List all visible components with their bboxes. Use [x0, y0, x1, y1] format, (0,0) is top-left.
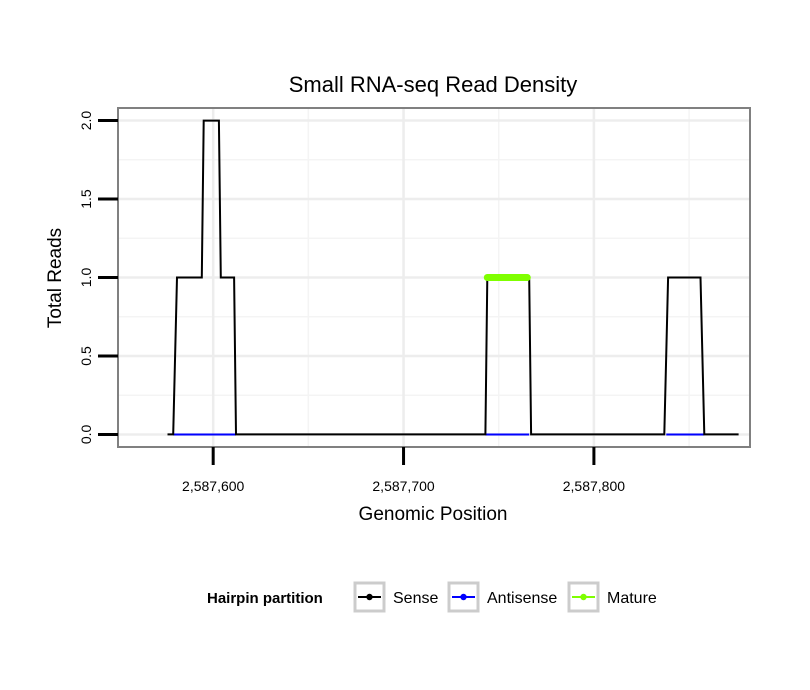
chart-title: Small RNA-seq Read Density: [289, 72, 578, 97]
x-tick-label: 2,587,600: [182, 478, 244, 494]
x-axis: 2,587,600 2,587,700 2,587,800: [182, 447, 625, 494]
legend-label: Mature: [607, 590, 657, 607]
y-tick-label: 1.5: [78, 189, 94, 209]
y-tick-label: 0.5: [78, 346, 94, 366]
y-tick-label: 0.0: [78, 425, 94, 445]
x-axis-title: Genomic Position: [359, 504, 508, 525]
legend-key-dot: [460, 593, 467, 601]
legend: Hairpin partition Sense Antisense Mature: [207, 581, 657, 613]
series-layer: [167, 119, 739, 436]
legend-label: Sense: [393, 590, 438, 607]
y-axis: 0.0 0.5 1.0 1.5 2.0: [78, 111, 118, 445]
y-axis-title: Total Reads: [45, 228, 66, 328]
legend-title: Hairpin partition: [207, 590, 323, 607]
sense-line: [167, 119, 739, 436]
x-tick-label: 2,587,800: [563, 478, 625, 494]
x-tick-label: 2,587,700: [372, 478, 434, 494]
legend-key-dot: [366, 593, 373, 601]
y-tick-label: 1.0: [78, 268, 94, 288]
y-tick-label: 2.0: [78, 111, 94, 131]
legend-key-dot: [580, 593, 587, 601]
legend-label: Antisense: [487, 590, 557, 607]
